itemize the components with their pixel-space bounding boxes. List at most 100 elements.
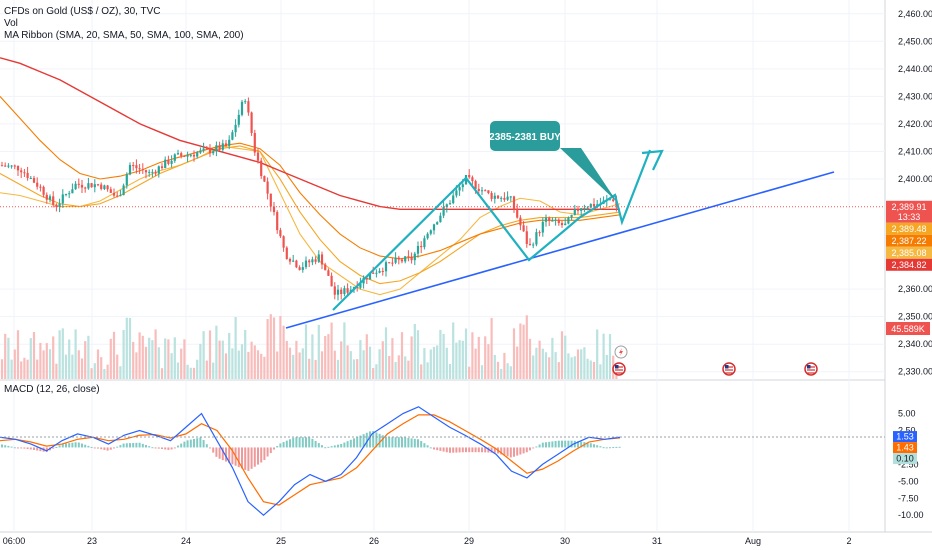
volume-bar: [509, 366, 512, 379]
ascending-trendline[interactable]: [285, 171, 835, 329]
macd-histogram-bar: [519, 447, 522, 455]
candle-body: [525, 231, 528, 244]
macd-histogram-bar: [369, 431, 371, 448]
candle-body: [74, 183, 77, 190]
volume-bar: [311, 334, 314, 379]
ma-line: [0, 96, 621, 260]
macd-histogram-bar: [173, 447, 176, 449]
lightning-event-icon[interactable]: [614, 345, 628, 359]
volume-bar: [452, 322, 455, 379]
macd-histogram-bar: [7, 445, 10, 448]
volume-bar: [349, 351, 352, 379]
macd-histogram-bar: [273, 447, 275, 450]
macd-histogram-bar: [522, 447, 525, 454]
macd-histogram-bar: [260, 447, 263, 463]
candle-body: [112, 192, 116, 196]
candle-body: [215, 145, 218, 152]
macd-tick-label: -7.50: [898, 493, 919, 503]
candle-body: [183, 155, 186, 157]
candle-body: [471, 177, 474, 182]
volume-bar: [416, 330, 420, 379]
macd-histogram-bar: [244, 447, 247, 470]
buy-annotation[interactable]: 2385-2381 BUY: [489, 121, 617, 202]
zigzag-pattern[interactable]: [332, 149, 652, 311]
volume-bar: [596, 329, 599, 379]
macd-histogram-bar: [87, 445, 90, 448]
candle-body: [100, 184, 103, 190]
candle-body: [141, 169, 144, 171]
candle-body: [404, 256, 407, 262]
macd-histogram-bar: [343, 442, 346, 448]
macd-histogram-bar: [145, 444, 147, 448]
macd-histogram-bar: [317, 443, 320, 448]
candle-body: [186, 155, 189, 157]
volume-bar: [58, 330, 61, 379]
volume-bar: [29, 338, 32, 379]
volume-bar: [455, 342, 458, 379]
candle-body: [250, 112, 253, 134]
volume-bar: [503, 352, 506, 379]
macd-histogram-bar: [177, 445, 179, 448]
us-flag-event-icon[interactable]: [612, 362, 626, 376]
time-tick-label: 2: [846, 536, 851, 546]
candle-body: [160, 166, 164, 169]
volume-bar: [202, 331, 205, 379]
macd-histogram-bar: [52, 447, 55, 449]
candle-body: [448, 203, 452, 205]
macd-histogram-bar: [65, 443, 67, 448]
candle-body: [368, 272, 372, 280]
volume-bar: [551, 337, 554, 379]
volume-bar: [464, 328, 468, 379]
us-flag-event-icon[interactable]: [804, 362, 818, 376]
volume-bar: [132, 341, 135, 379]
macd-histogram-bar: [84, 444, 87, 448]
annotation-text: 2385-2381 BUY: [489, 132, 561, 143]
macd-histogram-bar: [292, 437, 295, 448]
volume-bar: [4, 333, 7, 379]
macd-histogram-bar: [407, 437, 410, 448]
price-label-text: 2,389.48: [891, 224, 926, 234]
macd-axis[interactable]: 5.00 2.50 -2.50 -5.00 -7.50 -10.00: [898, 409, 924, 521]
price-axis[interactable]: 2,460.00 2,450.00 2,440.00 2,430.00 2,420.00…: [898, 9, 932, 377]
macd-histogram-bar: [404, 437, 407, 448]
time-axis[interactable]: 06:00 23 24 25 26 29 30 31 Aug 2: [3, 536, 852, 546]
candle-body: [400, 259, 404, 262]
candle-body: [589, 204, 592, 208]
macd-histogram-bar: [193, 438, 195, 448]
price-label-box: [886, 258, 932, 271]
macd-histogram-bar: [148, 446, 151, 448]
volume-bar: [285, 340, 288, 379]
candle-body: [340, 289, 343, 295]
volume-bar: [276, 351, 279, 379]
candle-body: [580, 208, 583, 211]
candle-body: [256, 152, 260, 161]
macd-histogram-bar: [122, 443, 125, 448]
volume-bar: [61, 328, 64, 379]
ma-line: [0, 145, 621, 285]
candle-body: [20, 170, 23, 173]
us-flag-event-icon[interactable]: [722, 362, 736, 376]
volume-bar: [279, 316, 282, 379]
volume-bar: [52, 336, 55, 379]
candle-body: [176, 153, 180, 155]
macd-histogram-bar: [353, 438, 355, 448]
candle-body: [436, 222, 439, 225]
macd-histogram-bar: [74, 442, 77, 448]
candle-body: [455, 190, 458, 196]
time-tick-label: Aug: [745, 536, 761, 546]
candle-body: [522, 225, 525, 232]
event-flags[interactable]: [612, 345, 818, 376]
candle-body: [260, 160, 263, 177]
macd-histogram-bar: [333, 445, 336, 448]
macd-histogram-bar: [215, 447, 218, 457]
price-tick-label: 2,340.00: [898, 339, 932, 349]
volume-bar: [167, 339, 170, 379]
volume-bar: [288, 347, 292, 379]
volume-bar: [538, 340, 541, 379]
volume-bar: [247, 351, 250, 379]
volume-bar: [548, 357, 551, 379]
volume-bar: [263, 356, 266, 379]
candle-body: [333, 286, 336, 295]
volume-bar: [144, 346, 148, 379]
